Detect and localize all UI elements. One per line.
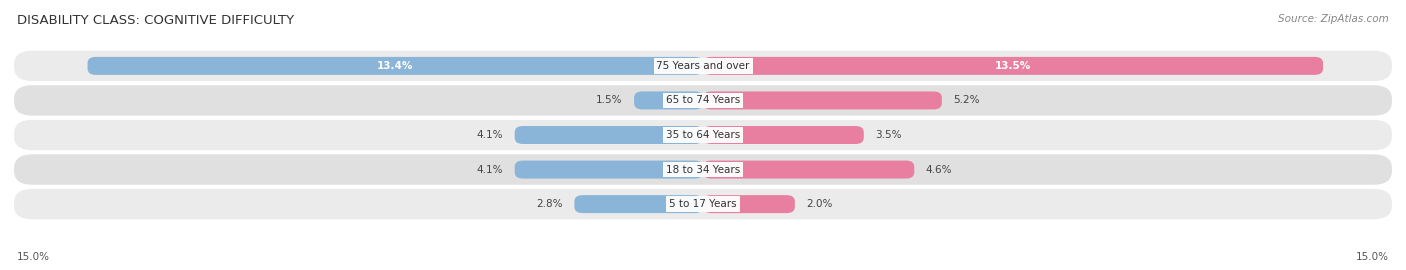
Text: 13.5%: 13.5% <box>995 61 1031 71</box>
Text: 4.1%: 4.1% <box>477 164 503 175</box>
FancyBboxPatch shape <box>703 161 914 178</box>
Text: 4.6%: 4.6% <box>925 164 952 175</box>
Text: 3.5%: 3.5% <box>875 130 901 140</box>
FancyBboxPatch shape <box>14 51 1392 81</box>
Text: 35 to 64 Years: 35 to 64 Years <box>666 130 740 140</box>
FancyBboxPatch shape <box>575 195 703 213</box>
Text: 4.1%: 4.1% <box>477 130 503 140</box>
Text: Source: ZipAtlas.com: Source: ZipAtlas.com <box>1278 14 1389 23</box>
FancyBboxPatch shape <box>634 92 703 109</box>
FancyBboxPatch shape <box>14 85 1392 116</box>
FancyBboxPatch shape <box>14 120 1392 150</box>
FancyBboxPatch shape <box>703 195 794 213</box>
FancyBboxPatch shape <box>87 57 703 75</box>
FancyBboxPatch shape <box>515 126 703 144</box>
FancyBboxPatch shape <box>703 57 1323 75</box>
Text: 75 Years and over: 75 Years and over <box>657 61 749 71</box>
Text: 2.0%: 2.0% <box>807 199 832 209</box>
Text: 13.4%: 13.4% <box>377 61 413 71</box>
Text: 1.5%: 1.5% <box>596 95 623 106</box>
Text: 2.8%: 2.8% <box>537 199 562 209</box>
Text: 5 to 17 Years: 5 to 17 Years <box>669 199 737 209</box>
FancyBboxPatch shape <box>515 161 703 178</box>
Text: 15.0%: 15.0% <box>17 252 49 262</box>
Text: 5.2%: 5.2% <box>953 95 980 106</box>
Text: 18 to 34 Years: 18 to 34 Years <box>666 164 740 175</box>
FancyBboxPatch shape <box>703 126 863 144</box>
Text: 65 to 74 Years: 65 to 74 Years <box>666 95 740 106</box>
FancyBboxPatch shape <box>703 92 942 109</box>
FancyBboxPatch shape <box>14 189 1392 219</box>
FancyBboxPatch shape <box>14 154 1392 185</box>
Text: 15.0%: 15.0% <box>1357 252 1389 262</box>
Text: DISABILITY CLASS: COGNITIVE DIFFICULTY: DISABILITY CLASS: COGNITIVE DIFFICULTY <box>17 14 294 26</box>
